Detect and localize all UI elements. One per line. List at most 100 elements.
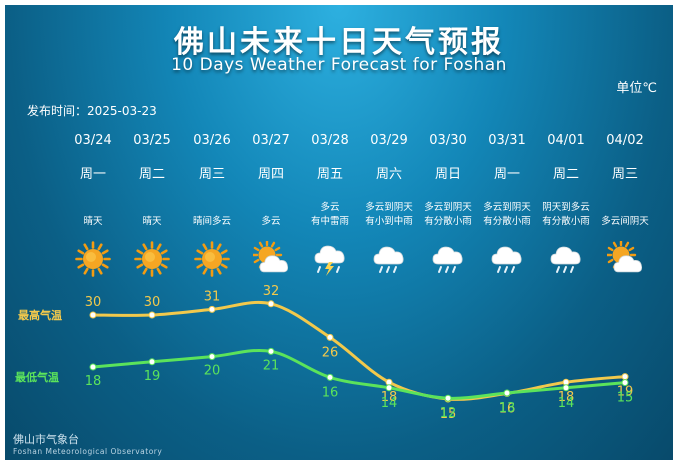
low-temp-point <box>208 353 216 361</box>
day-description: 阴天到多云有分散小雨 <box>528 195 604 229</box>
low-temp-point <box>385 384 393 392</box>
high-temp-point <box>621 373 629 381</box>
low-temp-point <box>326 373 334 381</box>
day-date: 03/24 <box>74 133 112 148</box>
day-description-line1: 多云到阴天 <box>365 202 413 213</box>
low-temp-label: 21 <box>263 358 280 373</box>
low-temp-label: 18 <box>85 374 102 389</box>
partly-cloudy-icon <box>251 239 289 277</box>
cloud-rain-icon <box>371 241 407 277</box>
day-weekday: 周日 <box>434 167 461 182</box>
high-temp-point <box>148 311 156 319</box>
day-description: 多云 有中雷雨 <box>292 195 368 229</box>
day-weekday: 周三 <box>611 167 638 182</box>
day-description: 多云到阴天有小到中雨 <box>351 195 427 229</box>
day-description-line2: 有中雷雨 <box>310 216 349 227</box>
day-description: 多云到阴天有分散小雨 <box>469 195 545 229</box>
high-temp-point <box>326 333 334 341</box>
page-subtitle: 10 Days Weather Forecast for Foshan <box>171 55 507 75</box>
day-date: 03/31 <box>488 133 526 148</box>
low-temp-legend: 最低气温 <box>15 371 59 384</box>
day-date: 03/27 <box>252 133 290 148</box>
cloud-rain-icon <box>430 241 466 277</box>
low-temp-point <box>621 379 629 387</box>
high-temp-label: 30 <box>144 295 161 310</box>
day-description: 晴天 <box>55 195 131 229</box>
day-description-line1: 晴间多云 <box>192 216 231 227</box>
high-temp-label: 26 <box>322 345 339 360</box>
high-temp-label: 32 <box>263 284 280 299</box>
day-description-line2: 有分散小雨 <box>424 216 472 227</box>
day-description-line1: 多云 <box>261 216 281 227</box>
high-temp-label: 18 <box>558 390 575 405</box>
day-weekday: 周四 <box>257 167 284 182</box>
high-temp-label: 16 <box>499 401 516 416</box>
cloud-rain-icon <box>489 241 525 277</box>
sun-icon <box>194 241 230 277</box>
day-date: 04/01 <box>547 133 585 148</box>
high-temp-line <box>92 300 626 401</box>
day-weekday: 周三 <box>198 167 225 182</box>
day-weekday: 周一 <box>493 167 520 182</box>
observatory-name: 佛山市气象台 <box>13 433 79 446</box>
day-description-line1: 多云 <box>320 202 340 213</box>
forecast-panel: 佛山未来十日天气预报 10 Days Weather Forecast for … <box>5 5 673 460</box>
day-weekday: 周六 <box>375 167 402 182</box>
day-description-line2: 有分散小雨 <box>542 216 590 227</box>
day-date: 03/28 <box>311 133 349 148</box>
page-title: 佛山未来十日天气预报 <box>174 25 504 60</box>
day-description-line1: 多云到阴天 <box>483 202 531 213</box>
thunderstorm-icon <box>312 241 348 277</box>
day-weekday: 周一 <box>79 167 106 182</box>
high-temp-label: 15 <box>440 407 457 422</box>
high-temp-label: 19 <box>617 385 634 400</box>
partly-cloudy-icon <box>605 239 643 277</box>
day-description-line1: 晴天 <box>142 216 162 227</box>
day-description: 多云到阴天有分散小雨 <box>410 195 486 229</box>
high-temp-point <box>208 305 216 313</box>
day-description-line1: 阴天到多云 <box>542 202 590 213</box>
day-description: 晴间多云 <box>174 195 250 229</box>
low-temp-label: 20 <box>204 364 221 379</box>
day-date: 04/02 <box>606 133 644 148</box>
low-temp-label: 14 <box>558 396 575 411</box>
day-date: 03/29 <box>370 133 408 148</box>
day-description-line1: 多云到阴天 <box>424 202 472 213</box>
day-weekday: 周五 <box>316 167 343 182</box>
low-temp-label: 14 <box>381 396 398 411</box>
temperature-chart: 30 30 31 32 26 18 15 16 18 19 18 19 20 21 16 14 12 13 14 15 <box>85 284 634 422</box>
low-temp-label: 12 <box>440 406 457 421</box>
day-description-line1: 多云间阴天 <box>601 216 649 227</box>
unit-label: 单位℃ <box>616 81 657 96</box>
low-temp-point <box>444 394 452 402</box>
low-temp-label: 15 <box>617 391 634 406</box>
day-date: 03/25 <box>133 133 171 148</box>
day-description-line2: 有小到中雨 <box>365 216 413 227</box>
high-temp-label: 30 <box>85 295 102 310</box>
low-temp-point <box>89 363 97 371</box>
low-temp-point <box>503 389 511 397</box>
low-temp-point <box>267 347 275 355</box>
low-temp-point <box>562 384 570 392</box>
day-date: 03/30 <box>429 133 467 148</box>
low-temp-label: 13 <box>499 401 516 416</box>
sun-icon <box>134 241 170 277</box>
publish-time: 发布时间：2025-03-23 <box>27 104 157 118</box>
high-temp-point <box>89 311 97 319</box>
day-description: 多云间阴天 <box>587 195 663 229</box>
low-temp-label: 16 <box>322 385 339 400</box>
low-temp-line <box>92 348 626 400</box>
day-weekday: 周二 <box>552 167 579 182</box>
day-description-line2: 有分散小雨 <box>483 216 531 227</box>
day-weekday: 周二 <box>138 167 165 182</box>
cloud-rain-icon <box>548 241 584 277</box>
sun-icon <box>75 241 111 277</box>
day-description-line1: 晴天 <box>83 216 103 227</box>
day-date: 03/26 <box>193 133 231 148</box>
observatory-name-en: Foshan Meteorological Observatory <box>13 447 163 456</box>
high-temp-legend: 最高气温 <box>18 309 62 322</box>
low-temp-label: 19 <box>144 369 161 384</box>
high-temp-label: 31 <box>204 289 221 304</box>
day-description: 晴天 <box>114 195 190 229</box>
high-temp-point <box>267 300 275 308</box>
